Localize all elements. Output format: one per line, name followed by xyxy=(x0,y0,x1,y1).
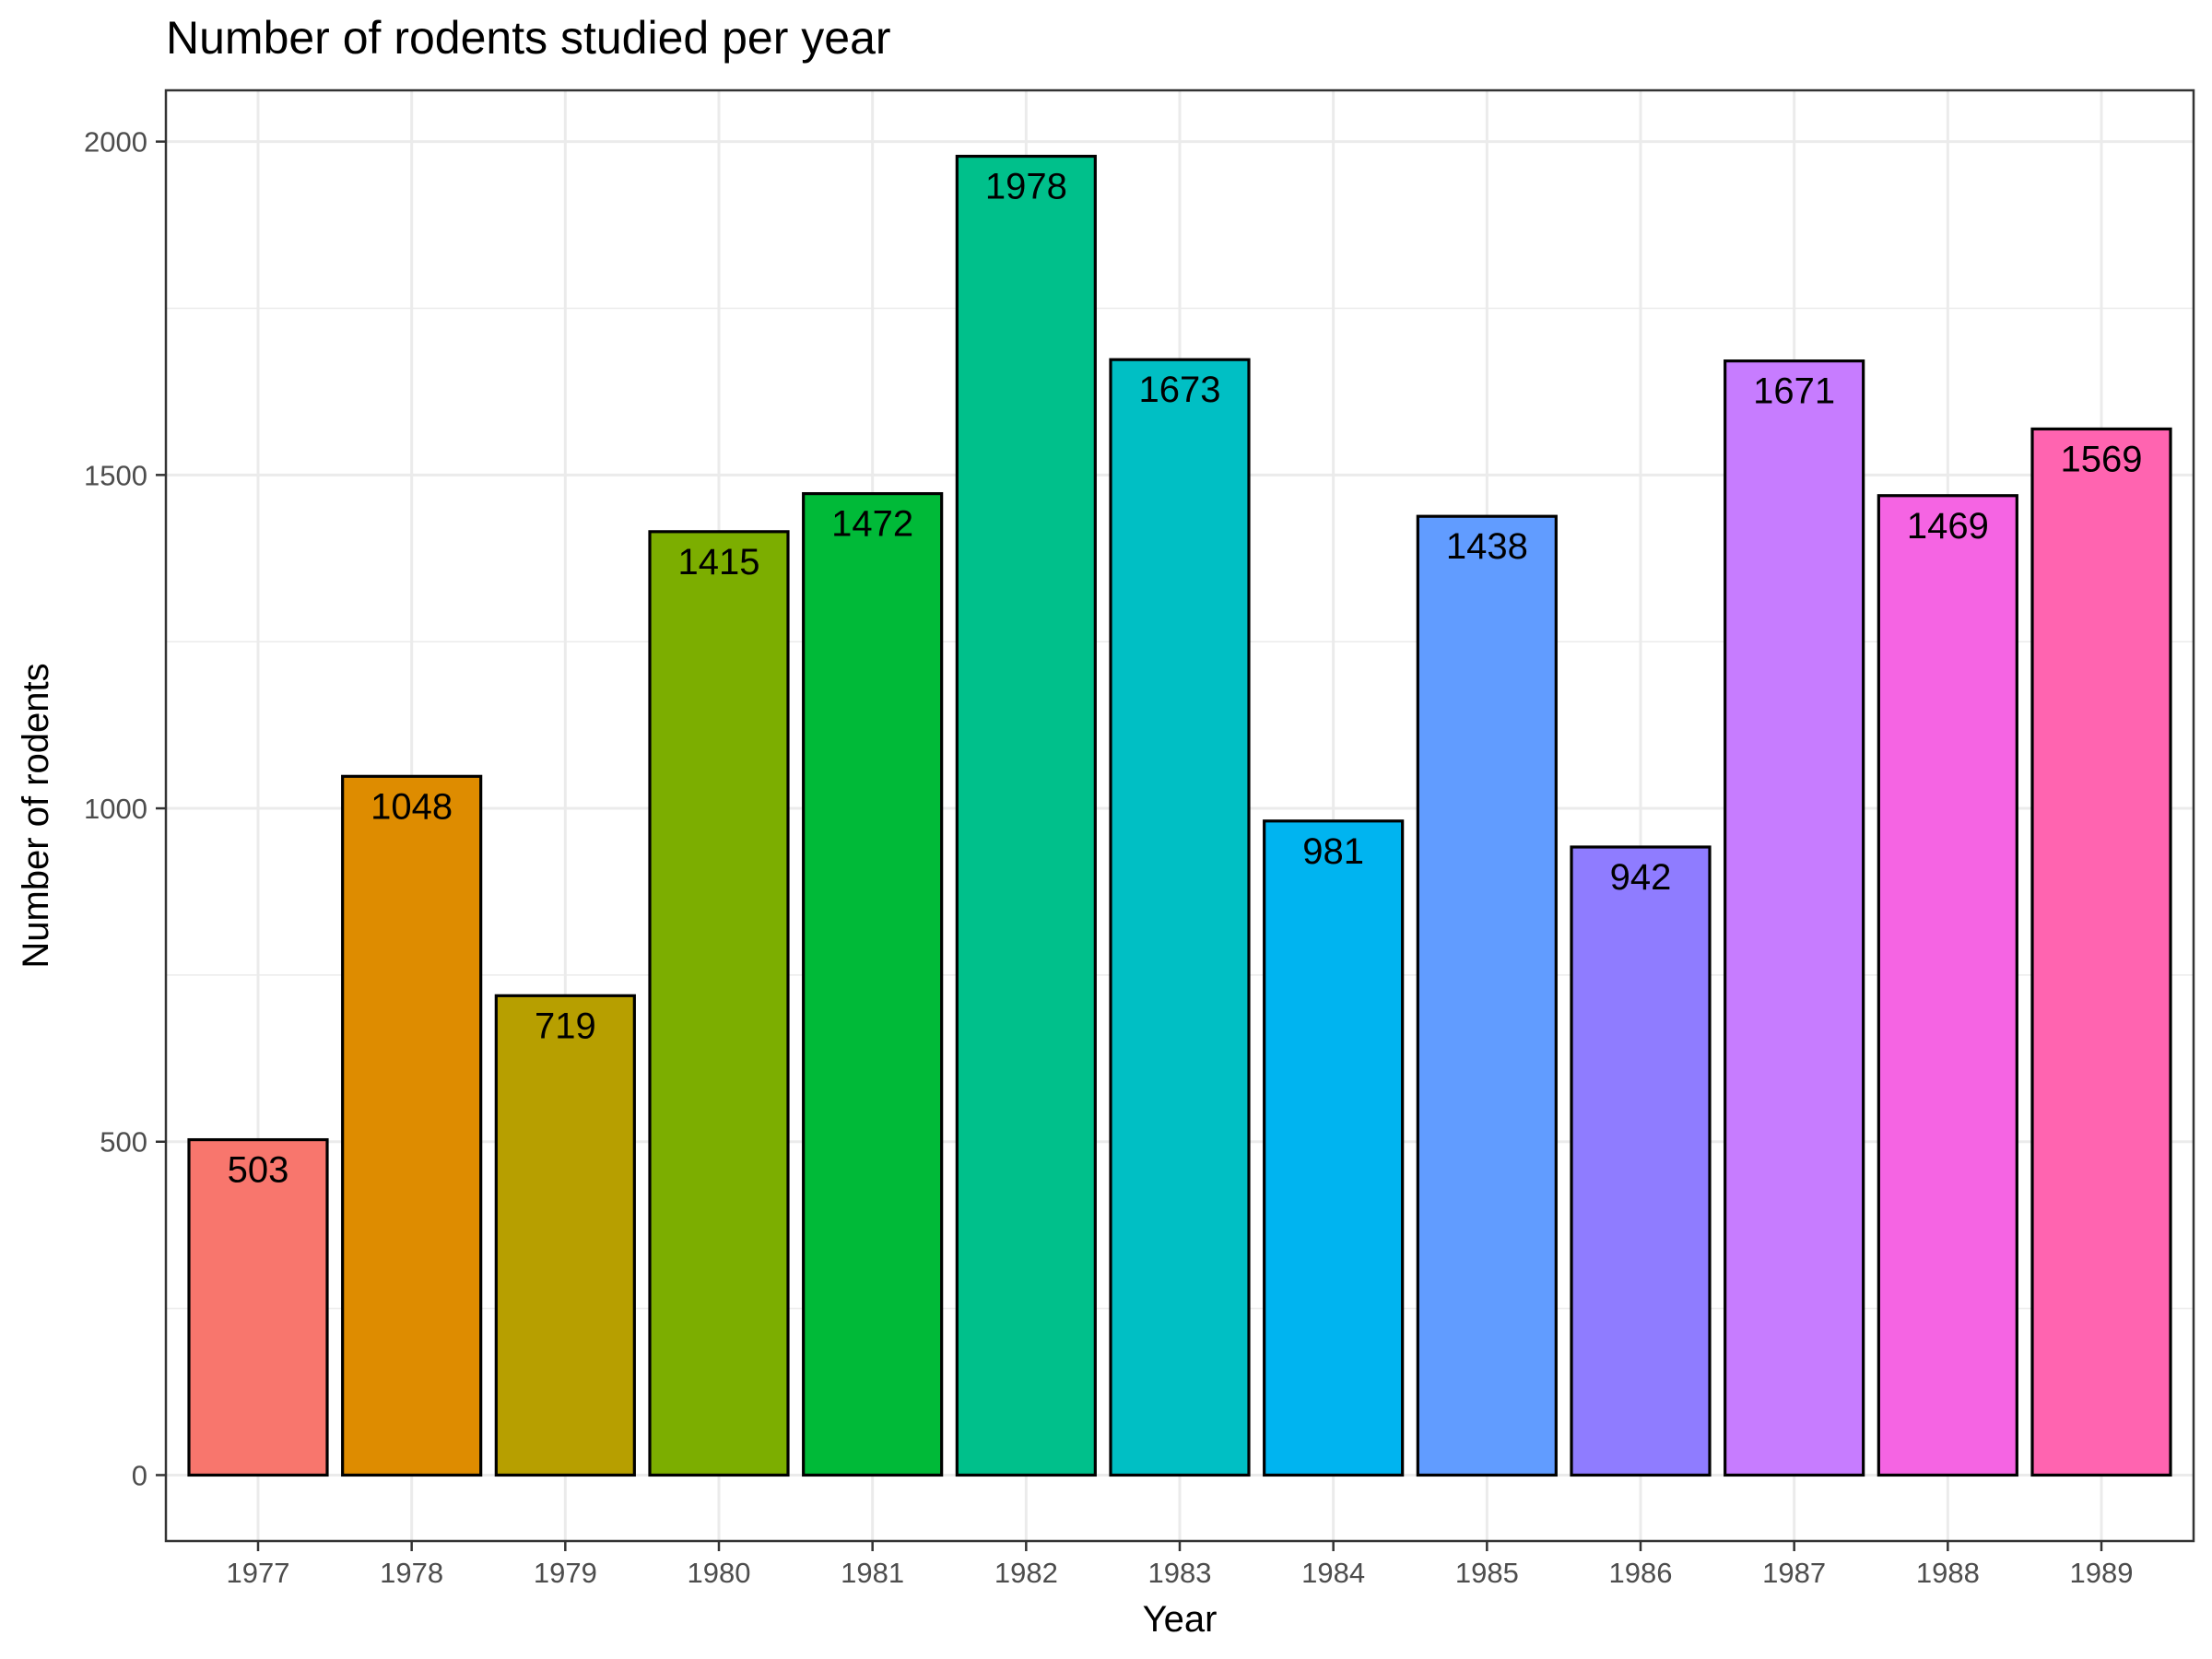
data-label-1986: 942 xyxy=(1610,857,1672,898)
data-label-1984: 981 xyxy=(1302,831,1364,872)
x-tick-label: 1984 xyxy=(1301,1557,1365,1589)
bar-1977 xyxy=(187,1137,329,1477)
bar-1988 xyxy=(1877,494,2018,1477)
bar-1986 xyxy=(1570,845,1712,1477)
bar-1978 xyxy=(341,774,483,1477)
x-tick-label: 1985 xyxy=(1455,1557,1519,1589)
y-tick-label: 1000 xyxy=(84,793,147,825)
x-tick-label: 1983 xyxy=(1148,1557,1212,1589)
y-tick-label: 500 xyxy=(100,1126,147,1159)
y-tick-label: 2000 xyxy=(84,126,147,159)
x-tick-label: 1987 xyxy=(1762,1557,1826,1589)
bar-1982 xyxy=(955,154,1097,1477)
x-tick-label: 1988 xyxy=(1916,1557,1980,1589)
x-tick-label: 1980 xyxy=(688,1557,751,1589)
y-axis-title: Number of rodents xyxy=(16,663,56,968)
data-label-1977: 503 xyxy=(228,1150,289,1191)
data-label-1988: 1469 xyxy=(1907,506,1989,547)
data-label-1985: 1438 xyxy=(1446,526,1528,567)
x-tick-label: 1986 xyxy=(1609,1557,1673,1589)
data-label-1987: 1671 xyxy=(1753,371,1835,412)
data-label-1983: 1673 xyxy=(1139,370,1221,410)
x-tick-label: 1977 xyxy=(227,1557,290,1589)
y-tick-label: 1500 xyxy=(84,459,147,491)
data-label-1979: 719 xyxy=(535,1006,596,1046)
data-label-1980: 1415 xyxy=(678,542,760,582)
bar-1989 xyxy=(2030,427,2172,1477)
bar-1979 xyxy=(494,994,636,1477)
bar-1983 xyxy=(1109,358,1251,1477)
chart-title: Number of rodents studied per year xyxy=(166,12,891,64)
x-axis-title: Year xyxy=(1143,1599,1218,1640)
data-labels: 503 1048 719 1415 1472 1978 1673 981 1438 942 1671… xyxy=(228,167,2143,1191)
x-tick-label: 1982 xyxy=(994,1557,1058,1589)
bar-1987 xyxy=(1724,359,1865,1477)
data-label-1978: 1048 xyxy=(371,786,453,827)
bar-1984 xyxy=(1263,819,1405,1477)
x-tick-label: 1989 xyxy=(2070,1557,2134,1589)
bar-1981 xyxy=(802,491,944,1477)
bars xyxy=(187,154,2172,1477)
x-axis: 1977 1978 1979 1980 1981 1982 1983 1984 1985 1986… xyxy=(227,1541,2134,1589)
data-label-1982: 1978 xyxy=(985,167,1067,207)
bar-1985 xyxy=(1416,514,1558,1477)
bar-1980 xyxy=(648,530,790,1477)
x-tick-label: 1978 xyxy=(380,1557,443,1589)
data-label-1989: 1569 xyxy=(2061,439,2143,479)
y-tick-label: 0 xyxy=(132,1459,147,1491)
y-axis: 0 500 1000 1500 2000 xyxy=(84,126,166,1491)
x-tick-label: 1981 xyxy=(841,1557,904,1589)
data-label-1981: 1472 xyxy=(831,504,913,545)
x-tick-label: 1979 xyxy=(534,1557,597,1589)
